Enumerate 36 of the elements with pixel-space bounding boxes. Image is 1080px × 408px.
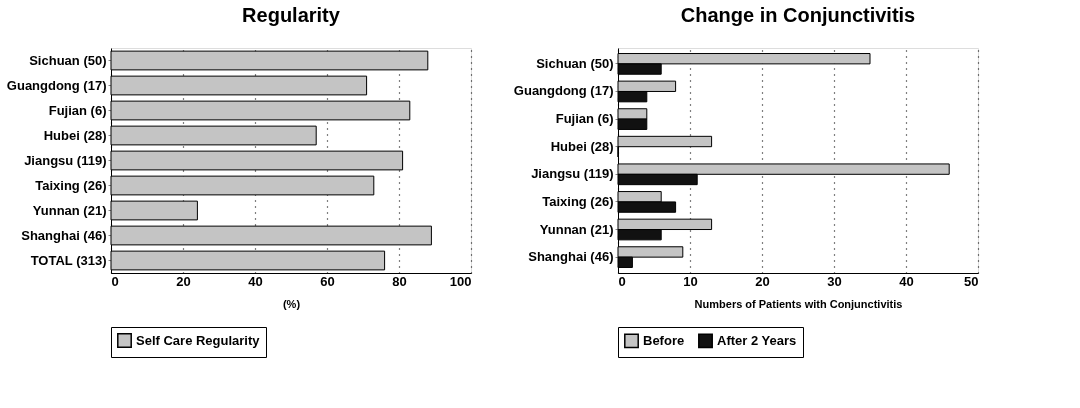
chart-title: Regularity	[242, 4, 341, 26]
y-tick-label: Fujian (6)	[555, 111, 614, 127]
y-tick-label: Shanghai (46)	[21, 227, 107, 243]
y-tick-label: Jiangsu (119)	[24, 152, 107, 168]
y-tick-label: Guangdong (17)	[513, 83, 614, 99]
x-axis-title: Numbers of Patients with Conjunctivitis	[694, 297, 903, 310]
x-tick-label: 60	[320, 273, 335, 289]
legend-label: Self Care Regularity	[136, 332, 261, 348]
y-tick-label: Guangdong (17)	[6, 77, 107, 93]
y-tick-label: Shanghai (46)	[528, 249, 614, 265]
legend-label: Before	[643, 332, 685, 348]
x-tick-label: 100	[449, 273, 472, 289]
x-tick-label: 40	[248, 273, 263, 289]
x-tick-label: 50	[964, 273, 979, 289]
y-tick-label: Sichuan (50)	[536, 55, 614, 71]
y-tick-label: Yunnan (21)	[539, 221, 614, 237]
y-tick-label: Jiangsu (119)	[531, 166, 614, 182]
x-tick-label: 10	[683, 273, 698, 289]
y-tick-label: Taixing (26)	[542, 193, 614, 209]
y-tick-label: Taixing (26)	[35, 177, 107, 193]
x-axis-title: (%)	[282, 297, 301, 310]
x-tick-label: 30	[827, 273, 842, 289]
chart-title: Change in Conjunctivitis	[680, 4, 916, 26]
x-tick-label: 40	[899, 273, 914, 289]
y-tick-label: Sichuan (50)	[29, 52, 107, 68]
x-tick-label: 0	[618, 273, 626, 289]
x-tick-label: 20	[176, 273, 191, 289]
y-tick-label: TOTAL (313)	[30, 252, 107, 268]
y-tick-label: Yunnan (21)	[32, 202, 107, 218]
x-tick-label: 80	[392, 273, 407, 289]
x-tick-label: 0	[111, 273, 119, 289]
legend-label: After 2 Years	[717, 332, 797, 348]
y-tick-label: Hubei (28)	[43, 127, 107, 143]
y-tick-label: Hubei (28)	[550, 138, 614, 154]
x-tick-label: 20	[755, 273, 770, 289]
y-tick-label: Fujian (6)	[48, 102, 107, 118]
